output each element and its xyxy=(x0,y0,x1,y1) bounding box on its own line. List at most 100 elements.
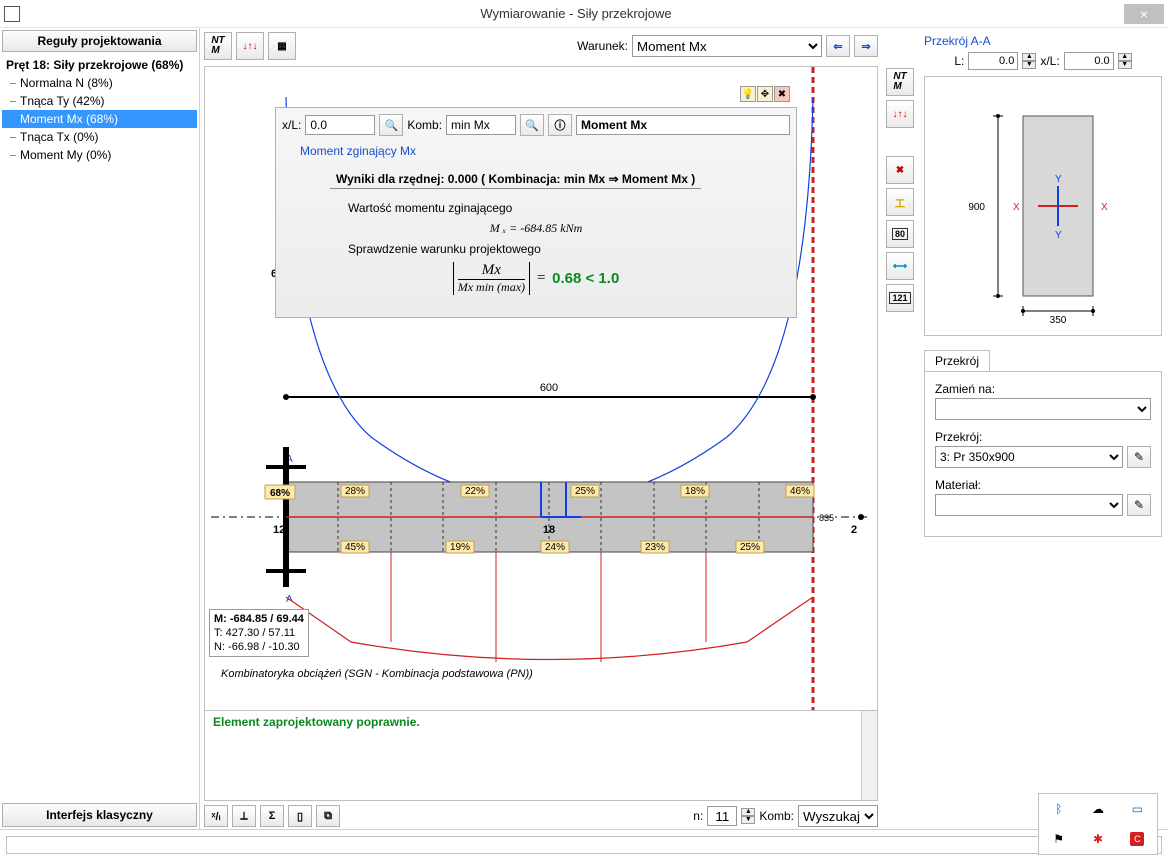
move-icon[interactable]: ✥ xyxy=(757,86,773,102)
info-field: Moment Mx xyxy=(576,115,790,135)
mx-formula: M ₓ = -684.85 kNm xyxy=(300,221,772,236)
L-label: L: xyxy=(954,54,964,68)
display-icon[interactable]: ▭ xyxy=(1132,802,1143,816)
app-tray-icon[interactable]: C xyxy=(1130,832,1144,846)
bottom-toolbar: ˣ/ₗ ⟂ Σ ▯ ⧉ n: ▲▼ Komb: Wyszukaj xyxy=(204,801,878,827)
results-line: Wyniki dla rzędnej: 0.000 ( Kombinacja: … xyxy=(330,172,701,189)
tree-item-my[interactable]: Moment My (0%) xyxy=(2,146,197,164)
close-panel-icon[interactable]: ✖ xyxy=(774,86,790,102)
tree-item-tx[interactable]: Tnąca Tx (0%) xyxy=(2,128,197,146)
lamp-icon[interactable]: 💡 xyxy=(740,86,756,102)
svg-text:Y: Y xyxy=(1055,230,1062,241)
svg-text:18%: 18% xyxy=(685,486,705,497)
n-label: n: xyxy=(693,809,703,823)
next-condition-button[interactable]: ⇒ xyxy=(854,35,878,57)
xL-spinner[interactable]: ▲▼ xyxy=(1118,53,1132,69)
prev-condition-button[interactable]: ⇐ xyxy=(826,35,850,57)
ntm-side-button[interactable]: NT M xyxy=(886,68,914,96)
cross-section-view: 900 350 X X Y Y xyxy=(924,76,1162,336)
result-box: M: -684.85 / 69.44 T: 427.30 / 57.11 N: … xyxy=(209,609,309,657)
xl-label: x/L: xyxy=(282,118,301,132)
eighty-button[interactable]: 80 xyxy=(886,220,914,248)
komb-zoom-icon[interactable]: 🔍 xyxy=(520,114,544,136)
width-button[interactable]: ⟷ xyxy=(886,252,914,280)
status-text: Element zaprojektowany poprawnie. xyxy=(213,715,420,729)
svg-text:X: X xyxy=(1101,202,1108,213)
info-heading: Moment zginający Mx xyxy=(300,144,772,158)
diagram-canvas[interactable]: 💡 ✥ ✖ x/L: 🔍 Komb: 🔍 ⓘ Moment Mx Moment … xyxy=(204,66,878,711)
sort-button[interactable]: ↓↑↓ xyxy=(236,32,264,60)
ibeam-button[interactable]: 工 xyxy=(886,188,914,216)
xl-zoom-icon[interactable]: 🔍 xyxy=(379,114,403,136)
svg-text:18: 18 xyxy=(543,524,555,536)
svg-text:Kombinatoryka obciążeń (SGN -: Kombinatoryka obciążeń (SGN - Kombinacja… xyxy=(221,668,533,680)
komb-input[interactable] xyxy=(446,115,516,135)
section-label: Przekrój: xyxy=(935,430,1151,444)
svg-text:25%: 25% xyxy=(740,542,760,553)
tree-item-ty[interactable]: Tnąca Ty (42%) xyxy=(2,92,197,110)
n-input[interactable] xyxy=(707,806,737,826)
material-select[interactable] xyxy=(935,494,1123,516)
svg-text:46%: 46% xyxy=(790,486,810,497)
shield-icon[interactable]: ✱ xyxy=(1093,832,1103,846)
L-input[interactable] xyxy=(968,52,1018,70)
svg-text:835: 835 xyxy=(819,513,834,523)
condition-select[interactable]: Moment Mx xyxy=(632,35,822,57)
forces-tree: Pręt 18: Siły przekrojowe (68%) Normalna… xyxy=(2,52,197,803)
svg-text:X: X xyxy=(1013,202,1020,213)
moment-value-label: Wartość momentu zginającego xyxy=(348,201,772,215)
xL-label: x/L: xyxy=(1040,54,1059,68)
status-scrollbar[interactable] xyxy=(861,711,877,800)
svg-text:2: 2 xyxy=(851,524,857,536)
info-icon[interactable]: ⓘ xyxy=(548,114,572,136)
bluetooth-icon[interactable]: ᛒ xyxy=(1055,802,1062,816)
svg-text:19%: 19% xyxy=(450,542,470,553)
svg-text:22%: 22% xyxy=(465,486,485,497)
condition-label: Warunek: xyxy=(577,39,628,53)
classic-interface-button[interactable]: Interfejs klasyczny xyxy=(2,803,197,827)
section-edit-button[interactable]: ✎ xyxy=(1127,446,1151,468)
support-button[interactable]: ⟂ xyxy=(232,805,256,827)
xl-input[interactable] xyxy=(305,115,375,135)
n-spinner[interactable]: ▲▼ xyxy=(741,808,755,824)
system-tray: ᛒ ☁ ▭ ⚑ ✱ C xyxy=(1038,793,1158,855)
svg-text:28%: 28% xyxy=(345,486,365,497)
sort-side-button[interactable]: ↓↑↓ xyxy=(886,100,914,128)
table-button[interactable]: ▦ xyxy=(268,32,296,60)
svg-text:Y: Y xyxy=(1055,174,1062,185)
xl-mode-button[interactable]: ˣ/ₗ xyxy=(204,805,228,827)
ntm-button[interactable]: NT M xyxy=(204,32,232,60)
replace-label: Zamień na: xyxy=(935,382,1151,396)
material-edit-button[interactable]: ✎ xyxy=(1127,494,1151,516)
svg-text:12: 12 xyxy=(273,524,285,536)
design-rules-button[interactable]: Reguły projektowania xyxy=(2,30,197,52)
result-n: N: -66.98 / -10.30 xyxy=(214,640,304,654)
cloud-icon[interactable]: ☁ xyxy=(1092,802,1104,816)
svg-text:68%: 68% xyxy=(270,488,290,499)
cross-button[interactable]: ✖ xyxy=(886,156,914,184)
close-button[interactable]: × xyxy=(1124,4,1164,24)
section-select[interactable]: 3: Pr 350x900 xyxy=(935,446,1123,468)
footer-progress xyxy=(6,836,1162,854)
svg-text:600: 600 xyxy=(540,382,558,394)
replace-select[interactable] xyxy=(935,398,1151,420)
xL-input[interactable] xyxy=(1064,52,1114,70)
flag-icon[interactable]: ⚑ xyxy=(1053,832,1064,846)
svg-text:23%: 23% xyxy=(645,542,665,553)
tree-root[interactable]: Pręt 18: Siły przekrojowe (68%) xyxy=(2,56,197,74)
komb-label: Komb: xyxy=(407,118,442,132)
info-panel: 💡 ✥ ✖ x/L: 🔍 Komb: 🔍 ⓘ Moment Mx Moment … xyxy=(275,107,797,318)
copy-button[interactable]: ⧉ xyxy=(316,805,340,827)
status-line: Element zaprojektowany poprawnie. xyxy=(204,711,878,801)
tree-item-normal[interactable]: Normalna N (8%) xyxy=(2,74,197,92)
col-button[interactable]: ▯ xyxy=(288,805,312,827)
result-t: T: 427.30 / 57.11 xyxy=(214,626,304,640)
section-title: Przekrój A-A xyxy=(924,34,1162,48)
tree-item-mx[interactable]: Moment Mx (68%) xyxy=(2,110,197,128)
sum-button[interactable]: Σ xyxy=(260,805,284,827)
komb-bottom-select[interactable]: Wyszukaj xyxy=(798,805,878,827)
num-button[interactable]: 121 xyxy=(886,284,914,312)
tab-section[interactable]: Przekrój xyxy=(924,350,990,371)
komb-bottom-label: Komb: xyxy=(759,809,794,823)
L-spinner[interactable]: ▲▼ xyxy=(1022,53,1036,69)
